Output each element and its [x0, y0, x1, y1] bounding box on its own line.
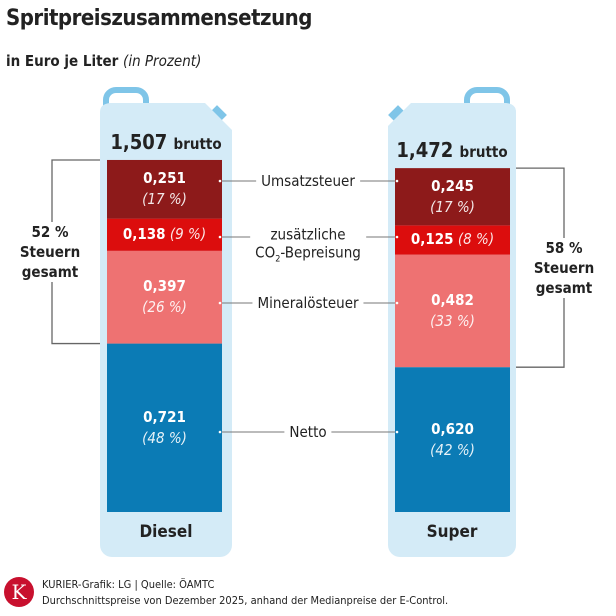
legend-co2-suffix: -Bepreisung	[280, 243, 361, 262]
tax-share-text: Steuern	[533, 259, 595, 277]
tax-share-super: 58 % Steuern gesamt	[533, 238, 595, 298]
data-value: 0,125	[410, 230, 454, 249]
kurier-logo: K	[4, 577, 34, 607]
legend-mineraloelsteuer: Mineralösteuer	[252, 294, 364, 312]
bar-segment-netto-diesel	[107, 343, 222, 512]
tax-share-value: 58 %	[545, 239, 583, 257]
subtitle-main: in Euro je Liter	[6, 52, 119, 70]
total-suffix: brutto	[173, 135, 222, 153]
subtitle-unit: (in Prozent)	[123, 52, 202, 70]
footer-note: Durchschnittspreise von Dezember 2025, a…	[42, 594, 449, 607]
connector-dot	[395, 430, 399, 434]
connector-dot	[218, 235, 222, 239]
data-percent: (42 %)	[430, 440, 475, 459]
total-super: 1,472 brutto	[382, 138, 522, 162]
legend-co2: zusätzliche CO2-Bepreisung	[250, 225, 366, 269]
bar-segment-umsatzsteuer-diesel	[107, 159, 222, 219]
data-percent: (17 %)	[142, 190, 187, 209]
data-label: 0,125 (8 %)	[395, 229, 510, 250]
data-value: 0,251	[143, 169, 186, 188]
tax-share-diesel: 52 % Steuern gesamt	[19, 222, 81, 282]
connector-dot	[395, 235, 399, 239]
category-super: Super	[426, 522, 478, 542]
data-value: 0,397	[143, 277, 186, 296]
total-value: 1,472	[396, 138, 454, 162]
connector-dot	[218, 301, 222, 305]
data-value: 0,721	[143, 407, 186, 426]
legend-netto: Netto	[284, 423, 332, 441]
tax-share-text: gesamt	[535, 279, 593, 297]
data-value: 0,620	[431, 419, 474, 438]
connector-dot	[395, 301, 399, 305]
chart-title: Spritpreiszusammensetzung	[6, 6, 312, 31]
legend-co2-sub: 2	[275, 254, 281, 265]
footer-credit: KURIER-Grafik: LG | Quelle: ÖAMTC	[42, 578, 215, 591]
tax-share-value: 52 %	[31, 223, 69, 241]
data-label: 0,721 (48 %)	[107, 407, 222, 449]
canister-handle	[103, 87, 149, 112]
data-value: 0,245	[431, 176, 474, 195]
legend-co2-line1: zusätzliche	[270, 225, 346, 244]
data-label: 0,138 (9 %)	[107, 224, 222, 245]
bar-segment-umsatzsteuer-super	[395, 168, 510, 226]
legend-co2-prefix: CO	[255, 243, 276, 262]
category-diesel: Diesel	[139, 522, 193, 542]
connector-dot	[218, 430, 222, 434]
data-percent: (9 %)	[169, 225, 207, 244]
bar-segment-netto-super	[395, 367, 510, 512]
data-label: 0,245 (17 %)	[395, 176, 510, 218]
data-label: 0,397 (26 %)	[107, 276, 222, 318]
data-percent: (33 %)	[430, 311, 475, 330]
data-value: 0,482	[431, 290, 474, 309]
data-percent: (17 %)	[430, 197, 475, 216]
total-diesel: 1,507 brutto	[96, 130, 236, 154]
data-percent: (26 %)	[142, 298, 187, 317]
total-value: 1,507	[110, 130, 168, 154]
chart-subtitle: in Euro je Liter (in Prozent)	[6, 52, 201, 70]
bar-segment-mineraloelsteuer-diesel	[107, 250, 222, 344]
data-label: 0,482 (33 %)	[395, 290, 510, 332]
data-label: 0,251 (17 %)	[107, 168, 222, 210]
bar-segment-co2-diesel	[107, 218, 222, 251]
data-value: 0,138	[122, 225, 166, 244]
tax-share-text: Steuern	[19, 243, 81, 261]
data-label: 0,620 (42 %)	[395, 419, 510, 461]
data-percent: (8 %)	[457, 230, 495, 249]
total-suffix: brutto	[459, 143, 508, 161]
bar-segment-co2-super	[395, 225, 510, 255]
connector-dot	[395, 179, 399, 183]
bar-segment-mineraloelsteuer-super	[395, 254, 510, 368]
legend-umsatzsteuer: Umsatzsteuer	[256, 172, 360, 190]
connector-dot	[218, 179, 222, 183]
data-percent: (48 %)	[142, 428, 187, 447]
canister-handle	[464, 87, 510, 112]
tax-share-text: gesamt	[21, 263, 79, 281]
